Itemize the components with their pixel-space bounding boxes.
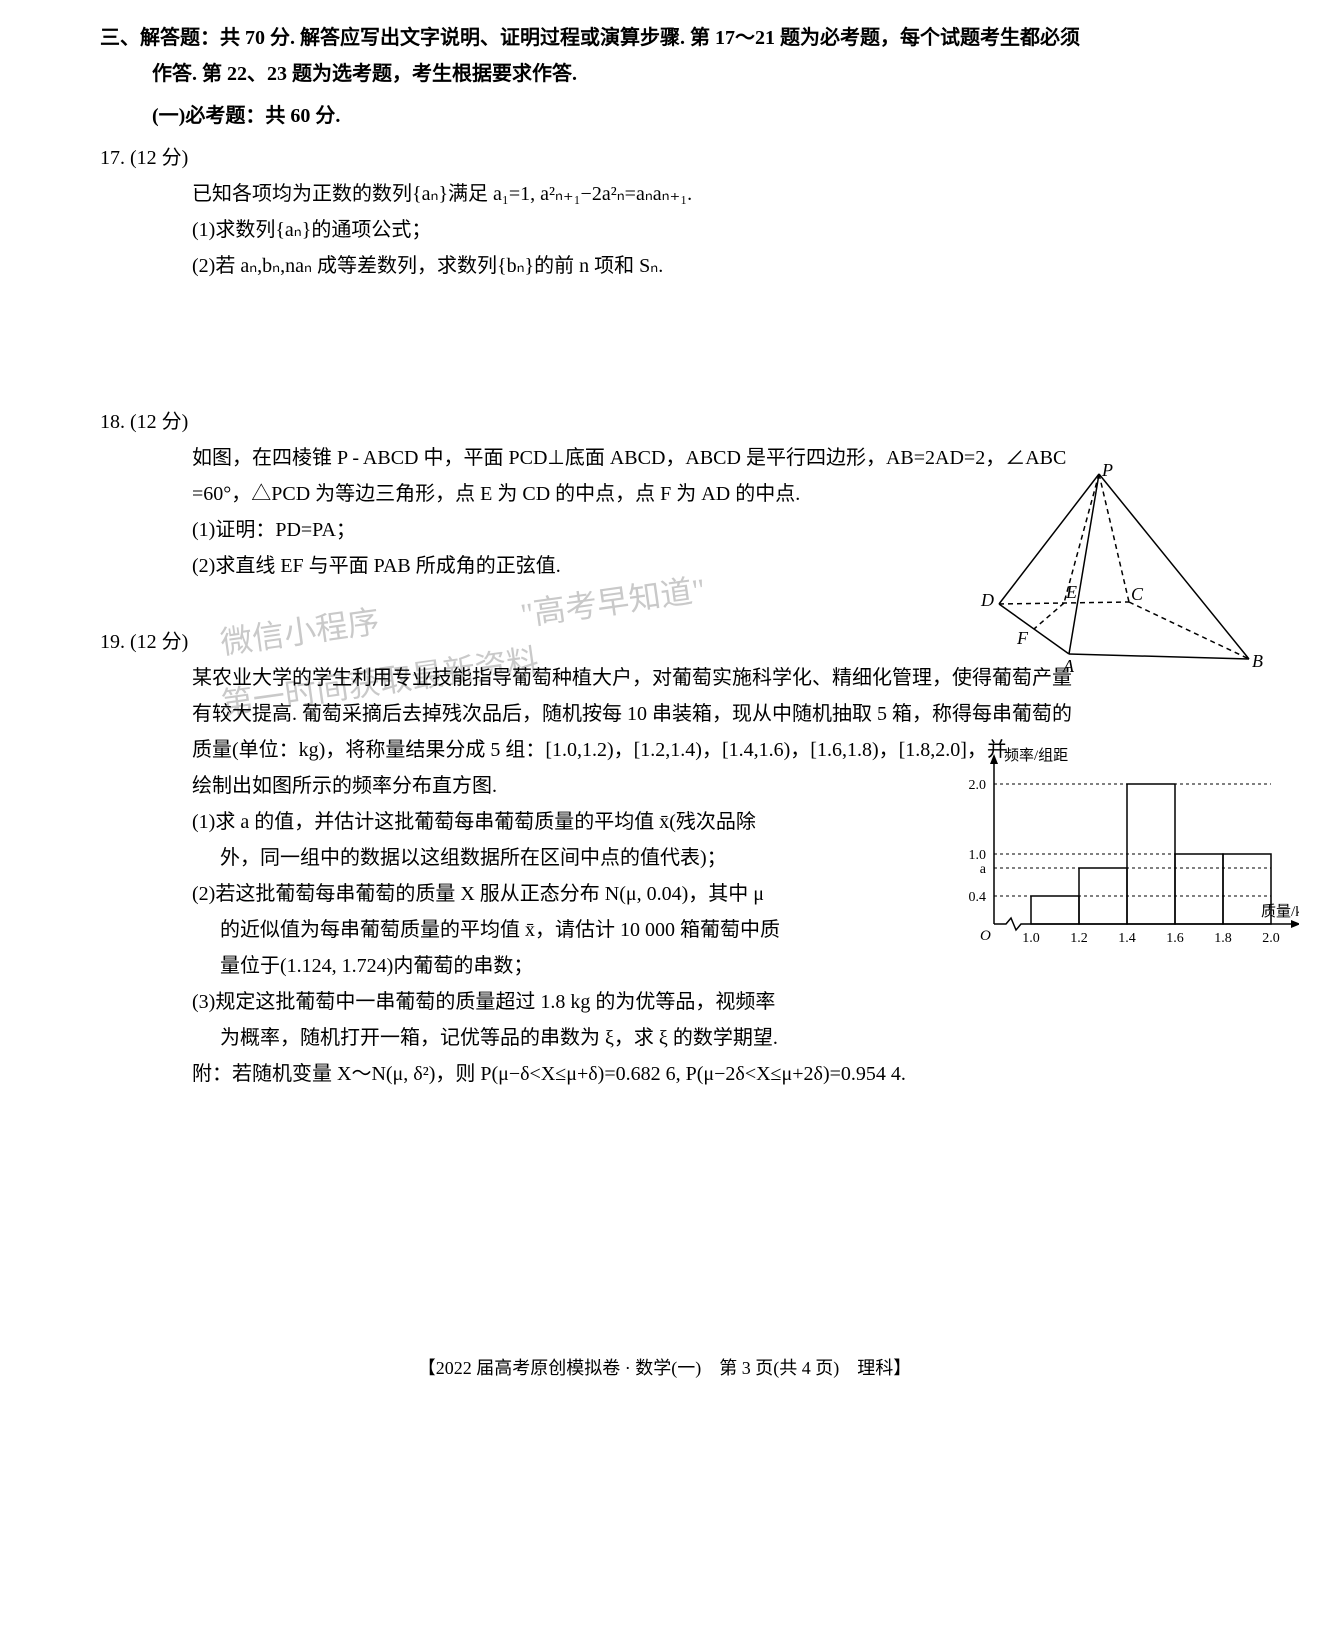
q17-line3: (2)若 aₙ,bₙ,naₙ 成等差数列，求数列{bₙ}的前 n 项和 Sₙ. <box>100 248 1229 284</box>
svg-text:1.2: 1.2 <box>1070 931 1088 946</box>
q19-line1: 某农业大学的学生利用专业技能指导葡萄种植大户，对葡萄实施科学化、精细化管理，使得… <box>100 660 1229 696</box>
svg-text:2.0: 2.0 <box>1262 931 1280 946</box>
q19-appendix: 附：若随机变量 X～N(μ, δ²)，则 P(μ−δ<X≤μ+δ)=0.682 … <box>100 1056 1229 1092</box>
label-P: P <box>1101 464 1113 480</box>
svg-text:1.4: 1.4 <box>1118 931 1136 946</box>
svg-text:0.4: 0.4 <box>969 890 987 905</box>
svg-text:频率/组距: 频率/组距 <box>1004 747 1068 764</box>
q17-number: 17. (12 分) <box>100 140 1229 176</box>
page-footer: 【2022 届高考原创模拟卷 · 数学(一) 第 3 页(共 4 页) 理科】 <box>100 1352 1229 1384</box>
svg-text:1.6: 1.6 <box>1166 931 1184 946</box>
label-C: C <box>1131 584 1144 604</box>
q17-line2: (1)求数列{aₙ}的通项公式； <box>100 212 1229 248</box>
section-3-header-line1: 三、解答题：共 70 分. 解答应写出文字说明、证明过程或演算步骤. 第 17～… <box>100 20 1229 56</box>
q17-line1: 已知各项均为正数的数列{aₙ}满足 a₁=1, a²ₙ₊₁−2a²ₙ=aₙaₙ₊… <box>100 176 1229 212</box>
question-18: 18. (12 分) 如图，在四棱锥 P - ABCD 中，平面 PCD⊥底面 … <box>100 404 1229 584</box>
svg-text:1.0: 1.0 <box>1022 931 1040 946</box>
svg-text:1.8: 1.8 <box>1214 931 1232 946</box>
svg-text:质量/kg: 质量/kg <box>1261 903 1299 920</box>
q19-number: 19. (12 分) <box>100 624 1229 660</box>
histogram-chart: 2.01.0a0.41.01.21.41.61.82.0频率/组距质量/kgO <box>939 744 1299 964</box>
section-3-header: 三、解答题：共 70 分. 解答应写出文字说明、证明过程或演算步骤. 第 17～… <box>100 20 1229 92</box>
label-E: E <box>1065 582 1077 602</box>
svg-text:1.0: 1.0 <box>969 848 987 863</box>
q19-line2: 有较大提高. 葡萄采摘后去掉残次品后，随机按每 10 串装箱，现从中随机抽取 5… <box>100 696 1229 732</box>
label-B: B <box>1252 651 1263 671</box>
question-17: 17. (12 分) 已知各项均为正数的数列{aₙ}满足 a₁=1, a²ₙ₊₁… <box>100 140 1229 284</box>
label-D: D <box>980 590 994 610</box>
section-3-header-line2: 作答. 第 22、23 题为选考题，考生根据要求作答. <box>100 56 1229 92</box>
svg-text:O: O <box>980 928 991 944</box>
svg-text:a: a <box>980 862 987 877</box>
q19-sub3-line1: (3)规定这批葡萄中一串葡萄的质量超过 1.8 kg 的为优等品，视频率 <box>100 984 1229 1020</box>
svg-text:2.0: 2.0 <box>969 778 987 793</box>
required-questions-header: (一)必考题：共 60 分. <box>100 98 1229 134</box>
q18-number: 18. (12 分) <box>100 404 1229 440</box>
q19-sub3-line2: 为概率，随机打开一箱，记优等品的串数为 ξ，求 ξ 的数学期望. <box>100 1020 1229 1056</box>
question-19: 19. (12 分) 某农业大学的学生利用专业技能指导葡萄种植大户，对葡萄实施科… <box>100 624 1229 1092</box>
